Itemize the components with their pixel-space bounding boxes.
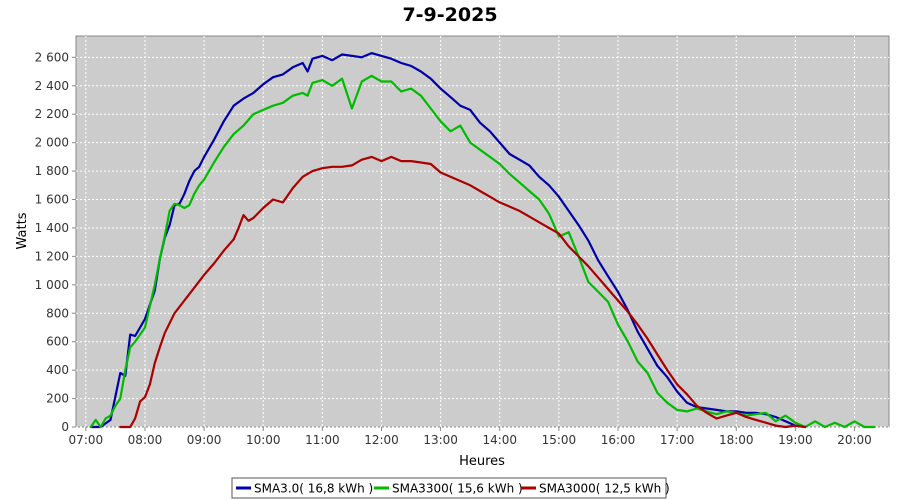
y-tick-label: 1 000: [35, 278, 69, 292]
x-tick-label: 08:00: [128, 433, 163, 447]
x-tick-label: 15:00: [542, 433, 577, 447]
x-tick-label: 18:00: [719, 433, 754, 447]
x-tick-label: 19:00: [778, 433, 813, 447]
x-tick-label: 11:00: [305, 433, 340, 447]
x-tick-label: 16:00: [601, 433, 636, 447]
x-tick-label: 13:00: [423, 433, 458, 447]
y-tick-label: 800: [46, 306, 69, 320]
y-tick-label: 0: [61, 420, 69, 434]
legend-label-sma30: SMA3.0( 16,8 kWh ): [254, 482, 373, 496]
series-line-2: [119, 155, 807, 429]
plot-area: [75, 35, 890, 428]
tick-labels: 0 200 400 600 800 1 000 1 200 1 400 1 600 1 800 2 …: [35, 50, 872, 447]
x-tick-label: 20:00: [837, 433, 872, 447]
chart-title: 7-9-2025: [402, 4, 497, 26]
y-tick-label: 2 000: [35, 136, 69, 150]
series-line-1: [89, 74, 876, 429]
y-tick-label: 2 600: [35, 50, 69, 64]
y-tick-label: 200: [46, 392, 69, 406]
y-tick-label: 1 400: [35, 221, 69, 235]
legend: SMA3.0( 16,8 kWh ) SMA3300( 15,6 kWh ) S…: [231, 477, 670, 499]
x-axis-label: Heures: [459, 454, 505, 469]
x-tick-label: 17:00: [660, 433, 695, 447]
grid-lines: [76, 36, 889, 428]
series-lines: [89, 51, 876, 429]
y-axis-label: Watts: [15, 212, 30, 249]
y-tick-label: 600: [46, 335, 69, 349]
x-tick-label: 14:00: [482, 433, 517, 447]
x-tick-label: 10:00: [246, 433, 281, 447]
y-tick-label: 1 600: [35, 193, 69, 207]
y-tick-label: 1 200: [35, 249, 69, 263]
x-tick-label: 07:00: [69, 433, 104, 447]
x-tick-label: 09:00: [187, 433, 222, 447]
legend-label-sma3000: SMA3000( 12,5 kWh ): [539, 482, 670, 496]
legend-label-sma3300: SMA3300( 15,6 kWh ): [392, 482, 523, 496]
axes: [72, 56, 856, 431]
x-tick-label: 12:00: [364, 433, 399, 447]
y-tick-label: 1 800: [35, 164, 69, 178]
y-tick-label: 2 200: [35, 107, 69, 121]
y-tick-label: 400: [46, 363, 69, 377]
legend-box: [231, 477, 667, 499]
y-tick-label: 2 400: [35, 79, 69, 93]
